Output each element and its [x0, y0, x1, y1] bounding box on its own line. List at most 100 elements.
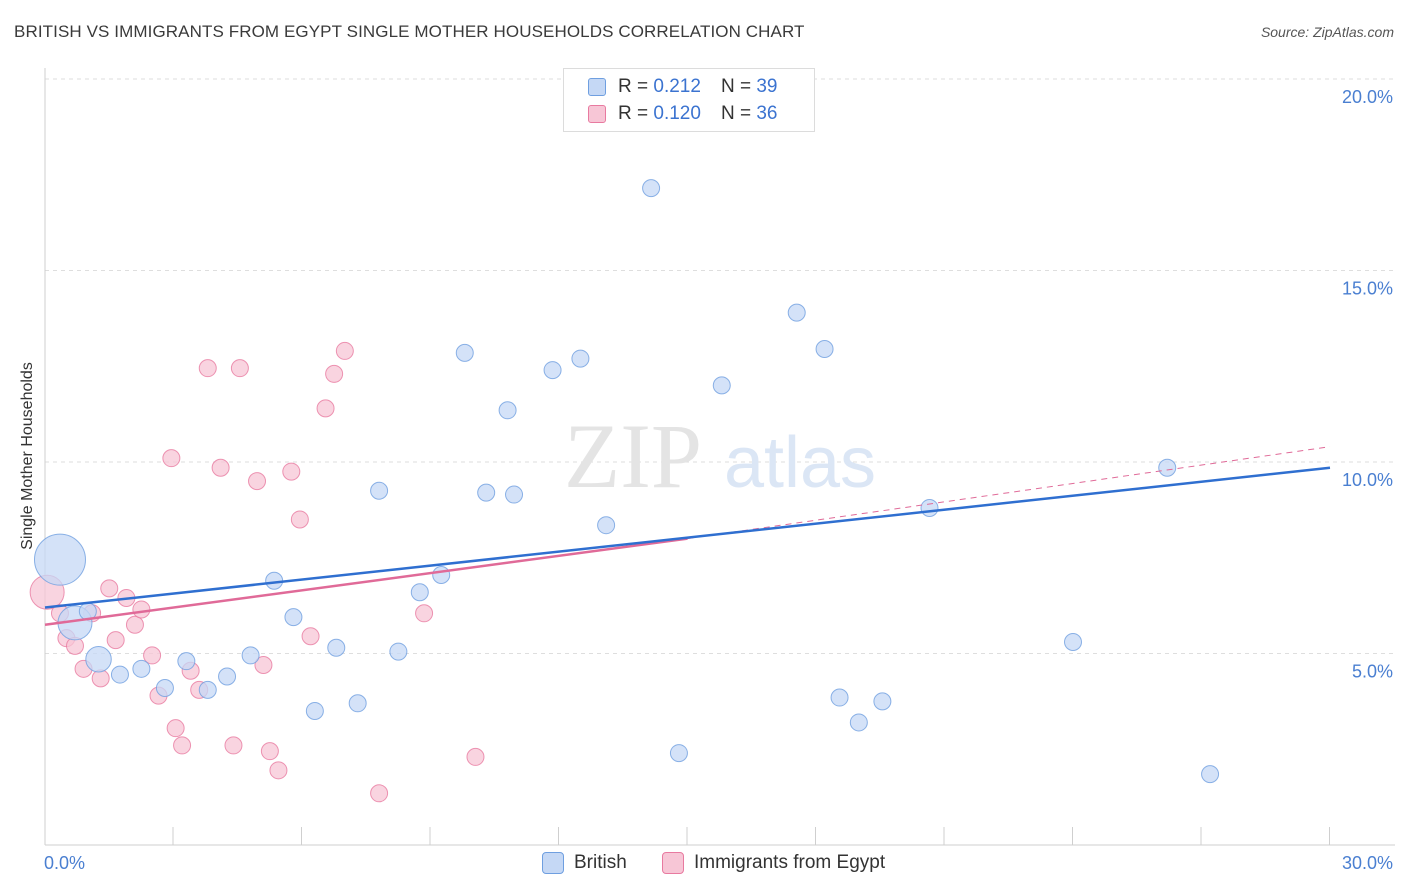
legend-item-british[interactable]: British — [542, 852, 627, 874]
british-point — [920, 498, 939, 517]
egypt-point — [466, 747, 485, 766]
british-points — [33, 179, 1220, 784]
british-point — [787, 303, 806, 322]
egypt-point — [166, 719, 185, 738]
british-point — [505, 485, 524, 504]
legend-item-egypt[interactable]: Immigrants from Egypt — [662, 852, 885, 874]
british-swatch — [588, 78, 606, 96]
watermark-zip: ZIP — [564, 405, 702, 507]
y-tick-label: 5.0% — [1352, 662, 1393, 682]
british-point — [498, 401, 517, 420]
egypt-point — [198, 359, 217, 378]
british-point — [1201, 765, 1220, 784]
legend-row-egypt: R = 0.120 N = 36 — [588, 102, 777, 126]
british-point — [241, 646, 260, 665]
egypt-point — [254, 655, 273, 674]
british-legend-label: British — [574, 852, 627, 873]
british-n-value: 39 — [756, 76, 778, 97]
egypt-swatch — [588, 105, 606, 123]
egypt-point — [335, 341, 354, 360]
egypt-point — [106, 631, 125, 650]
tick-labels: 5.0% 10.0% 15.0% 20.0% 0.0% 30.0% — [44, 87, 1393, 873]
y-tick-label: 20.0% — [1342, 87, 1393, 107]
egypt-point — [301, 627, 320, 646]
egypt-trend-line — [44, 537, 688, 627]
egypt-trend-extension — [687, 446, 1331, 540]
british-point — [571, 349, 590, 368]
british-point — [1064, 633, 1082, 652]
british-point — [33, 533, 86, 586]
british-point — [85, 645, 112, 673]
british-trend-line — [44, 466, 1331, 609]
watermark-atlas: atlas — [724, 423, 876, 503]
egypt-point — [162, 449, 181, 468]
trend-lines — [44, 446, 1331, 627]
egypt-r-value: 0.120 — [653, 103, 701, 124]
british-point — [218, 667, 237, 686]
british-point — [305, 701, 324, 720]
egypt-point — [211, 458, 230, 477]
british-point — [327, 638, 346, 657]
british-point — [177, 652, 196, 671]
british-point — [132, 659, 151, 678]
british-point — [669, 744, 688, 763]
egypt-point — [325, 364, 344, 383]
watermark: ZIP atlas — [564, 405, 876, 507]
x-tick-label-max: 30.0% — [1342, 853, 1393, 873]
egypt-point — [173, 736, 192, 755]
egypt-point — [91, 669, 110, 688]
british-point — [110, 665, 129, 684]
egypt-n-label: N = — [720, 103, 752, 124]
egypt-r-label: R = — [618, 103, 649, 124]
british-r-value: 0.212 — [653, 76, 701, 97]
egypt-point — [290, 510, 309, 529]
british-point — [410, 583, 429, 602]
egypt-legend-label: Immigrants from Egypt — [694, 852, 886, 873]
egypt-point — [230, 359, 249, 378]
egypt-point — [100, 579, 119, 598]
legend-row-british: R = 0.212 N = 39 — [588, 75, 777, 99]
egypt-points — [29, 341, 485, 803]
british-point — [477, 483, 496, 502]
british-point — [849, 713, 868, 732]
egypt-point — [132, 600, 151, 619]
y-tick-label: 10.0% — [1342, 470, 1393, 490]
british-point — [455, 343, 474, 362]
british-point — [370, 481, 389, 500]
british-point — [198, 680, 217, 699]
egypt-point — [316, 399, 335, 418]
egypt-point — [248, 472, 267, 491]
british-point — [1158, 458, 1177, 477]
british-point — [348, 694, 367, 713]
egypt-point — [415, 604, 434, 623]
british-point — [597, 516, 616, 535]
chart-title: BRITISH VS IMMIGRANTS FROM EGYPT SINGLE … — [14, 22, 805, 41]
egypt-point — [125, 615, 144, 634]
british-r-label: R = — [618, 76, 649, 97]
egypt-point — [282, 462, 301, 481]
british-point — [389, 642, 408, 661]
british-point — [155, 678, 174, 697]
british-point — [432, 565, 451, 584]
y-tick-label: 15.0% — [1342, 279, 1393, 299]
british-point — [873, 692, 892, 711]
british-point — [642, 179, 661, 198]
egypt-point — [143, 646, 162, 665]
series-legend: British Immigrants from Egypt — [0, 852, 1406, 878]
x-tick-label-min: 0.0% — [44, 853, 85, 873]
axes — [44, 68, 1395, 846]
british-point — [712, 376, 731, 395]
egypt-point — [224, 736, 243, 755]
british-point — [543, 361, 562, 380]
egypt-point — [370, 784, 389, 803]
egypt-n-value: 36 — [756, 103, 778, 124]
british-legend-swatch — [542, 852, 564, 874]
egypt-point — [260, 742, 279, 761]
british-point — [815, 340, 834, 359]
egypt-legend-swatch — [662, 852, 684, 874]
british-point — [284, 608, 303, 627]
source-label: Source: ZipAtlas.com — [1260, 24, 1394, 40]
egypt-point — [269, 761, 288, 780]
correlation-legend: R = 0.212 N = 39 R = 0.120 N = 36 — [563, 68, 815, 132]
